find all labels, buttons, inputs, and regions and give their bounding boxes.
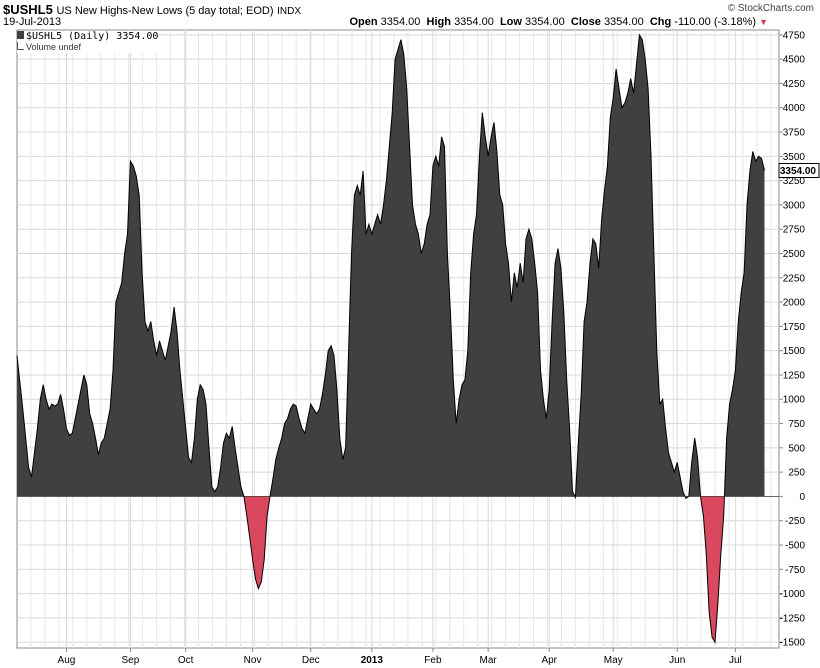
down-arrow-icon: ▼ xyxy=(759,17,768,27)
y-tick-label: -1500 xyxy=(779,638,805,649)
y-tick-label: 2500 xyxy=(783,249,806,260)
y-tick-label: 1750 xyxy=(783,322,806,333)
series-line xyxy=(16,33,765,644)
x-tick-label: Mar xyxy=(480,655,498,666)
series-swatch-icon xyxy=(17,31,24,39)
open-label: Open xyxy=(349,16,378,28)
description: US New Highs-New Lows (5 day total; EOD) xyxy=(56,5,274,17)
x-tick-label: Nov xyxy=(244,655,262,666)
y-tick-label: 4750 xyxy=(783,30,806,41)
close-label: Close xyxy=(570,16,601,28)
y-tick-label: 3500 xyxy=(783,152,806,163)
volume-icon xyxy=(17,42,24,50)
x-tick-label: Sep xyxy=(122,655,140,666)
high-value: 3354.00 xyxy=(454,16,494,28)
low-value: 3354.00 xyxy=(525,16,565,28)
y-tick-label: 3000 xyxy=(783,200,806,211)
y-tick-label: -250 xyxy=(785,516,805,527)
y-tick-label: 1250 xyxy=(783,370,806,381)
last-value-box xyxy=(778,163,820,179)
high-label: High xyxy=(426,16,451,28)
y-tick-label: 3750 xyxy=(783,128,806,139)
ohlc-summary: Open 3354.00 High 3354.00 Low 3354.00 Cl… xyxy=(349,16,768,28)
y-tick-label: 2250 xyxy=(783,273,806,284)
chg-label: Chg xyxy=(649,16,672,28)
y-tick-label: -1250 xyxy=(779,613,805,624)
x-tick-label: May xyxy=(604,655,623,666)
x-tick-label: Apr xyxy=(541,655,557,666)
x-tick-label: Aug xyxy=(58,655,76,666)
y-tick-label: 750 xyxy=(788,419,805,430)
x-tick-label: Oct xyxy=(178,655,194,666)
legend-series: $USHL5 (Daily) 3354.00 xyxy=(17,31,158,42)
chart-title: $USHL5 US New Highs-New Lows (5 day tota… xyxy=(3,2,301,17)
y-tick-label: 2000 xyxy=(783,298,806,309)
open-value: 3354.00 xyxy=(380,16,421,28)
legend-volume: Volume undef xyxy=(17,42,158,53)
axes: -1500 -1250 -1000 -750 -500 -250 0 250 500 750 100… xyxy=(58,30,820,666)
copyright: © StockCharts.com xyxy=(727,3,814,14)
legend-series-label: $USHL5 (Daily) 3354.00 xyxy=(26,31,159,42)
x-tick-label: Jul xyxy=(729,655,742,666)
y-tick-label: 4250 xyxy=(783,79,806,90)
y-tick-label: 0 xyxy=(799,492,805,503)
symbol: $USHL5 xyxy=(3,2,53,17)
x-tick-label: Feb xyxy=(424,655,442,666)
chart-header: $USHL5 US New Highs-New Lows (5 day tota… xyxy=(0,0,820,30)
chart-date: 19-Jul-2013 xyxy=(3,16,62,28)
y-tick-label: 1000 xyxy=(783,395,806,406)
legend-volume-label: Volume undef xyxy=(26,42,82,52)
source: INDX xyxy=(277,6,302,17)
x-tick-label: 2013 xyxy=(361,655,384,666)
x-tick-label: Dec xyxy=(302,655,320,666)
last-value-label: 3354.00 xyxy=(780,166,817,177)
low-label: Low xyxy=(499,16,522,28)
y-tick-label: -750 xyxy=(785,565,805,576)
y-tick-label: -500 xyxy=(785,541,805,552)
chart-legend: $USHL5 (Daily) 3354.00 Volume undef xyxy=(17,31,159,53)
y-tick-label: -1000 xyxy=(779,589,805,600)
x-tick-label: Jun xyxy=(669,655,685,666)
positive-area xyxy=(17,34,765,497)
area-series xyxy=(16,33,779,644)
y-tick-label: 1500 xyxy=(783,346,806,357)
chg-value: -110.00 (-3.18%) xyxy=(674,16,757,28)
y-tick-label: 2750 xyxy=(783,225,806,236)
y-tick-label: 4500 xyxy=(783,55,806,66)
y-tick-label: 250 xyxy=(788,468,805,479)
y-tick-label: 3250 xyxy=(783,176,806,187)
y-tick-label: 500 xyxy=(788,443,805,454)
y-tick-label: 4000 xyxy=(783,103,806,114)
close-value: 3354.00 xyxy=(603,16,644,28)
